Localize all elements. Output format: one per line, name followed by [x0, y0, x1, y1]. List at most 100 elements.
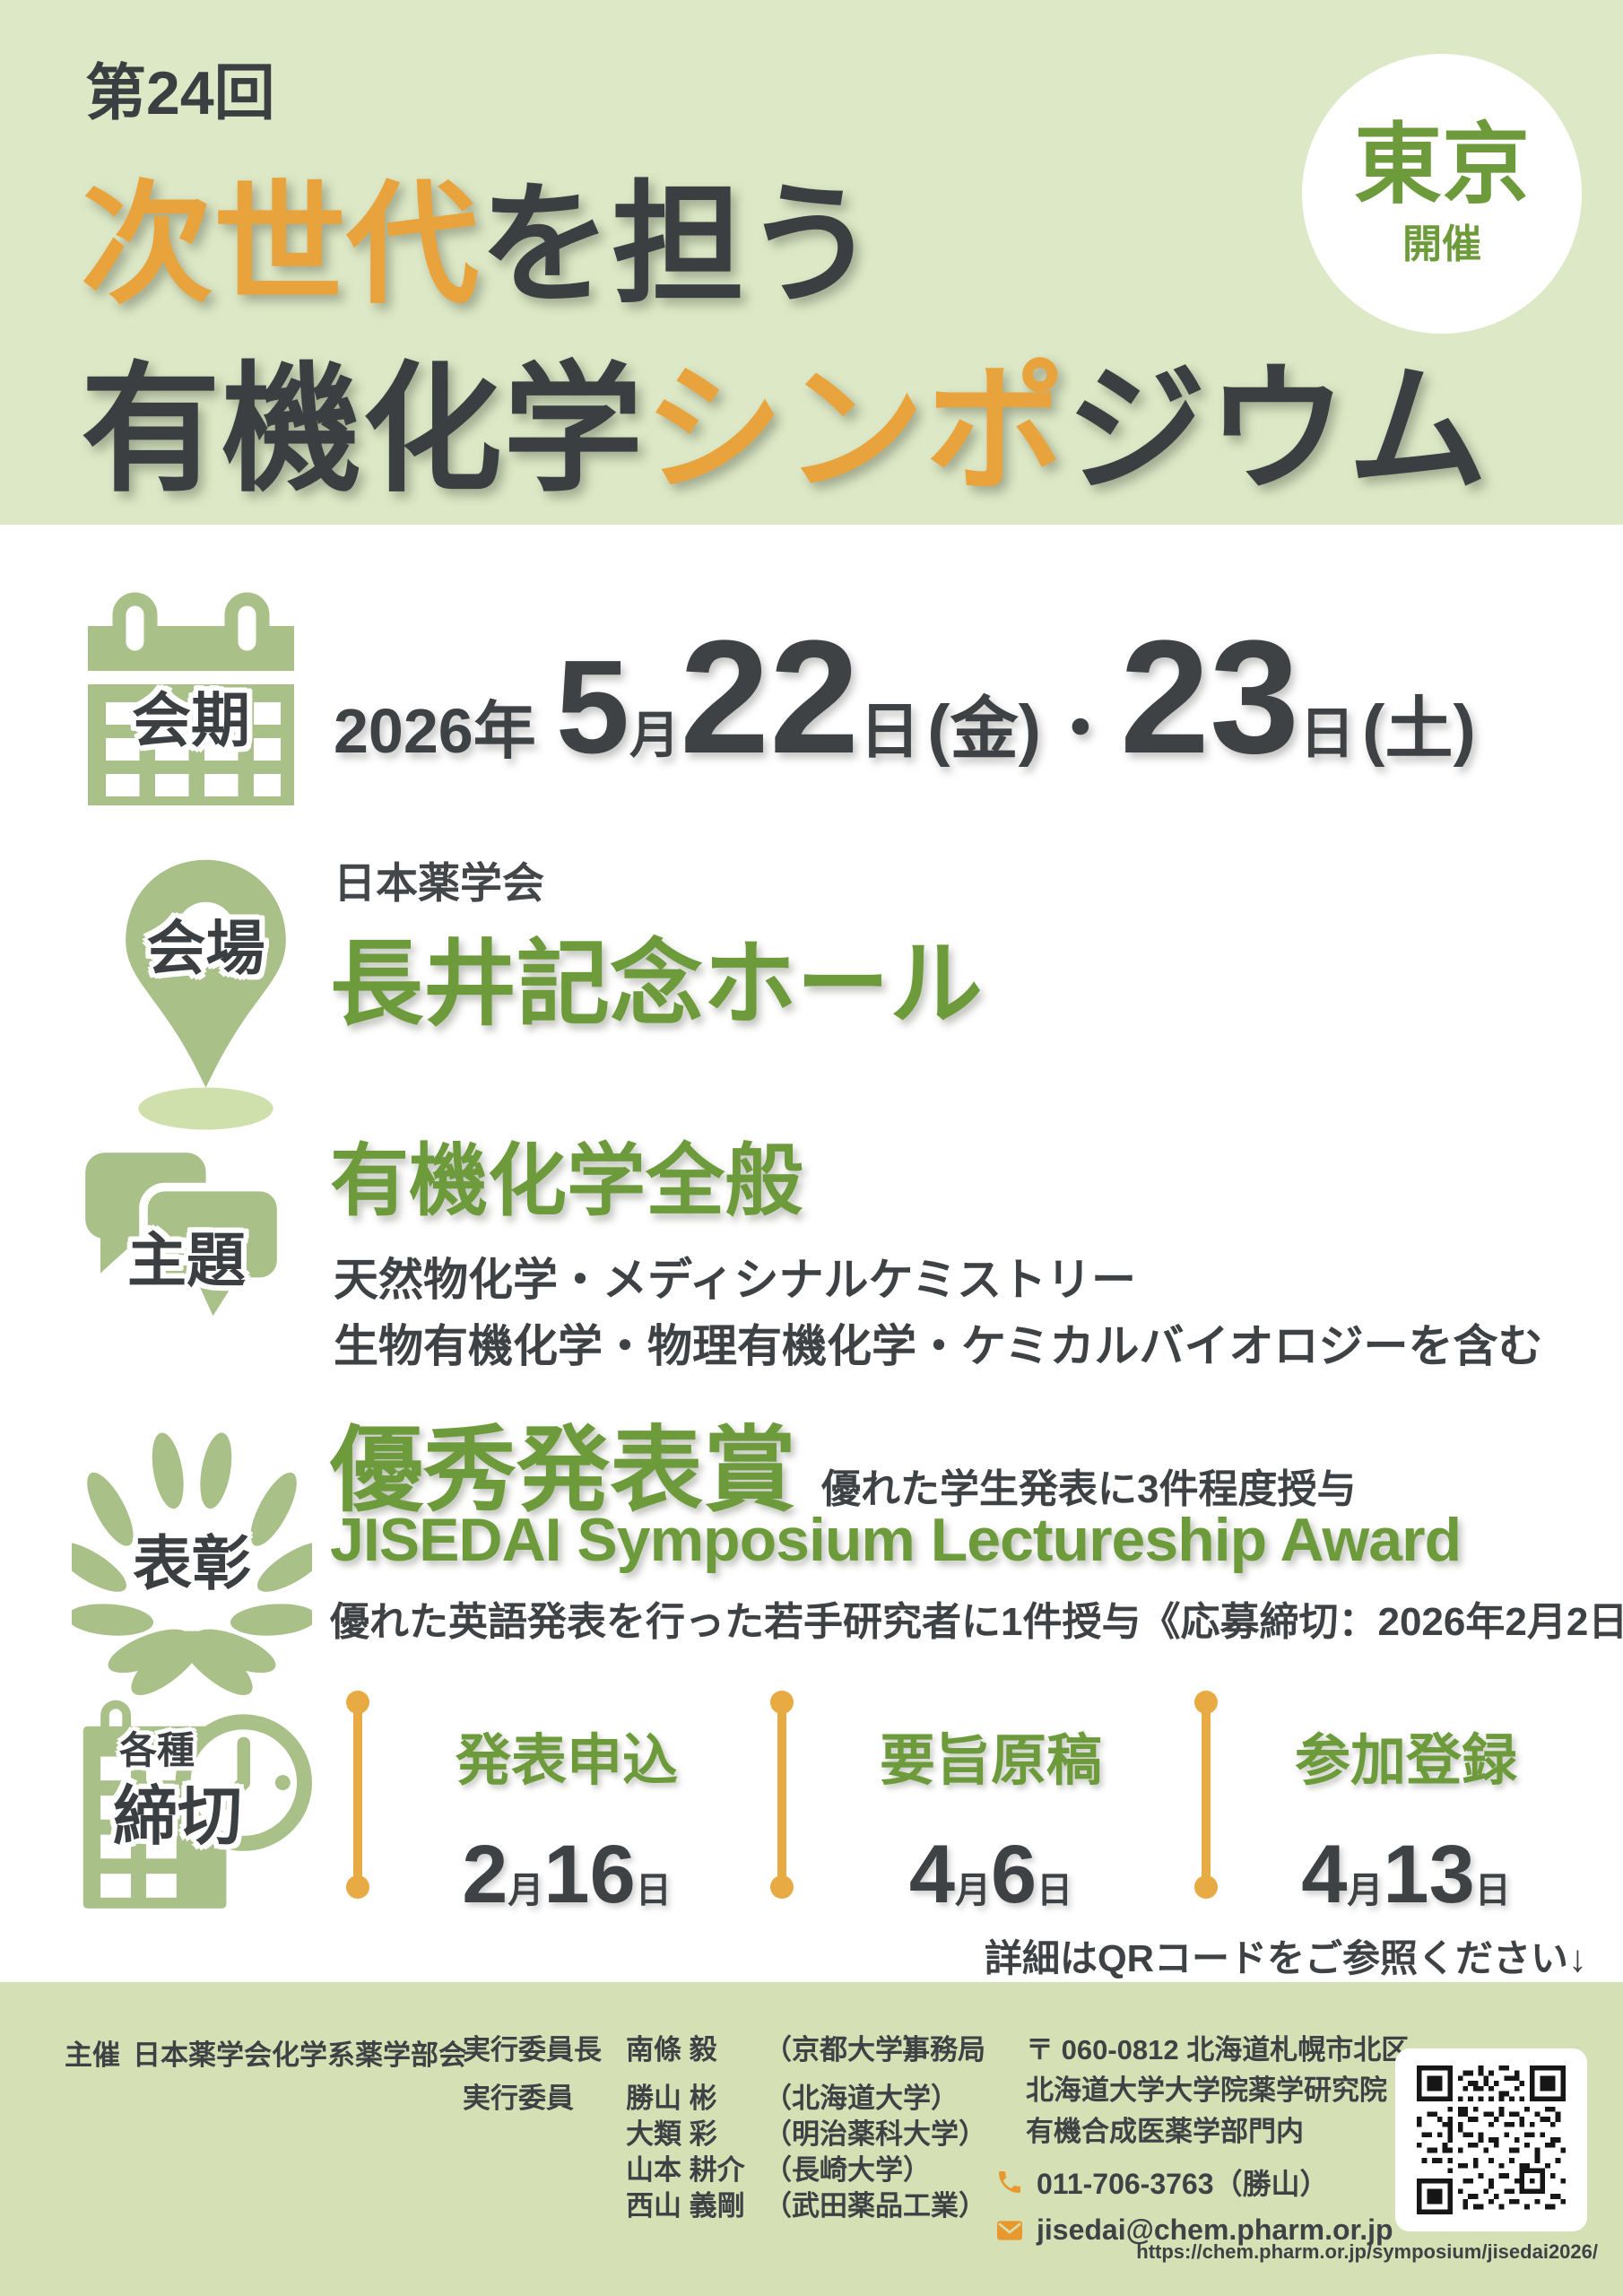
deadline-month-unit: 月	[1347, 1871, 1384, 1910]
session-dates: 2026年 5月22日 (金)・23日 (土)	[334, 583, 1476, 813]
deadline-day-unit: 日	[635, 1871, 672, 1910]
laurel-icon: 表彰	[72, 1417, 312, 1695]
session-day2-weekday: (土)	[1362, 691, 1476, 768]
session-separator: ・	[1046, 691, 1115, 768]
venue-label: 会場	[146, 915, 265, 981]
session-label: 会期	[132, 687, 250, 753]
deadline-title: 要旨原稿	[879, 1730, 1102, 1792]
office-block: 事務局 〒 060-0812 北海道札幌市北区 北海道大学大学院薬学研究院 有機…	[902, 2032, 1409, 2247]
committee-row: 大類 彩 （明治薬科大学）	[463, 2117, 986, 2152]
title-accent-2: シンポ	[644, 352, 1066, 509]
theme-label: 主題	[127, 1227, 246, 1293]
member-name: 山本 耕介	[626, 2154, 745, 2186]
phone-icon	[999, 2171, 1020, 2193]
committee-label-spacer	[463, 2117, 626, 2152]
deadline-item-presentation: 発表申込 2月16日	[356, 1715, 777, 1952]
deadline-day: 6	[991, 1829, 1037, 1920]
deadline-item-abstract: 要旨原稿 4月6日	[780, 1715, 1202, 1952]
title-line-2: 有機化学シンポジウム	[81, 316, 1488, 518]
qr-reference-note: 詳細はQRコードをご参照ください↓	[984, 1937, 1587, 1979]
qr-code-graphic	[1417, 2066, 1566, 2214]
office-label: 事務局	[902, 2034, 985, 2066]
member-name: 西山 義剛	[626, 2190, 745, 2222]
committee-row: 山本 耕介 （長崎大学）	[463, 2152, 986, 2188]
deadline-day-unit: 日	[1037, 1871, 1073, 1910]
committee-block: 実行委員長 南條 毅 （京都大学） 実行委員 勝山 彬 （北海道大学） 大類 彩…	[463, 2032, 986, 2224]
committee-label-spacer	[463, 2152, 626, 2188]
award-title-1: 優秀発表賞	[330, 1419, 797, 1523]
title-rest-1: を担う	[479, 171, 877, 319]
speech-bubbles-icon: 主題	[79, 1126, 294, 1360]
deadline-title: 発表申込	[455, 1730, 678, 1792]
office-address-2: 北海道大学大学院薬学研究院	[1026, 2074, 1387, 2106]
deadline-date: 4月6日	[780, 1821, 1202, 1952]
calendar-icon: 会期	[79, 590, 303, 814]
organizer-name: 日本薬学会化学系薬学部会	[133, 2039, 466, 2071]
session-year: 2026年	[334, 696, 536, 766]
footer: 主催 日本薬学会化学系薬学部会 実行委員長 南條 毅 （京都大学） 実行委員 勝山…	[0, 1982, 1623, 2296]
award-label: 表彰	[133, 1530, 251, 1596]
organizer-line: 主催 日本薬学会化学系薬学部会	[65, 2032, 466, 2073]
website-url: https://chem.pharm.or.jp/symposium/jised…	[1136, 2240, 1598, 2263]
timeline-divider-2	[770, 1691, 794, 1899]
session-day1-weekday: (金)	[927, 691, 1041, 768]
deadline-day: 13	[1383, 1829, 1475, 1920]
committee-label: 実行委員	[463, 2083, 574, 2114]
badge-city: 東京	[1353, 114, 1530, 213]
timeline-divider-1	[346, 1691, 369, 1899]
deadline-month: 4	[908, 1829, 955, 1920]
badge-note: 開催	[1402, 222, 1481, 267]
session-day2: 23	[1119, 607, 1300, 787]
session-day2-unit: 日	[1299, 703, 1356, 765]
chair-affiliation: （京都大学）	[764, 2034, 931, 2066]
chair-name: 南條 毅	[626, 2034, 717, 2066]
email-row: jisedai@chem.pharm.or.jp	[995, 2213, 1409, 2247]
member-affiliation: （長崎大学）	[764, 2154, 931, 2186]
deadline-date: 4月13日	[1204, 1821, 1608, 1952]
title-part-b: ジウム	[1066, 352, 1488, 509]
phone-row: 011-706-3763（勝山）	[995, 2161, 1409, 2203]
award-note-2: 優れた英語発表を行った若手研究者に1件授与《応募締切：2026年2月2日》	[330, 1600, 1623, 1644]
member-affiliation: （北海道大学）	[764, 2083, 959, 2114]
deadline-label-small: 各種	[118, 1729, 195, 1771]
session-month: 5	[555, 633, 630, 781]
theme-description: 天然物化学・メディシナルケミストリー 生物有機化学・物理有機化学・ケミカルバイオ…	[334, 1247, 1543, 1379]
committee-label-spacer	[463, 2188, 626, 2224]
committee-row: 西山 義剛 （武田薬品工業）	[463, 2188, 986, 2224]
committee-row: 実行委員 勝山 彬 （北海道大学）	[463, 2081, 986, 2117]
email-address: jisedai@chem.pharm.or.jp	[1037, 2213, 1393, 2246]
theme-line-2: 生物有機化学・物理有機化学・ケミカルバイオロジーを含む	[334, 1321, 1543, 1371]
session-day1: 22	[680, 607, 860, 787]
award-note-1: 優れた学生発表に3件程度授与	[821, 1467, 1357, 1511]
session-month-unit: 月	[629, 707, 681, 763]
deadline-label-large: 締切	[112, 1781, 242, 1853]
theme-heading: 有機化学全般	[330, 1136, 804, 1225]
award-row-1: 優秀発表賞 優れた学生発表に3件程度授与	[330, 1408, 1357, 1534]
award-title-2: JISEDAI Symposium Lectureship Award	[330, 1506, 1462, 1574]
deadline-date: 2月16日	[356, 1821, 777, 1952]
banner: 第24回 次世代を担う 有機化学シンポジウム 東京 開催	[0, 0, 1623, 525]
member-affiliation: （明治薬科大学）	[764, 2118, 986, 2150]
title-line-1: 次世代を担う	[81, 136, 877, 329]
deadline-month-unit: 月	[955, 1871, 991, 1910]
map-pin-icon: 会場	[100, 845, 311, 1143]
deadline-day: 16	[543, 1829, 636, 1920]
office-row-1: 事務局 〒 060-0812 北海道札幌市北区	[902, 2032, 1409, 2068]
deadline-day-unit: 日	[1474, 1871, 1511, 1910]
venue-organization: 日本薬学会	[334, 859, 544, 907]
deadline-title: 参加登録	[1294, 1730, 1517, 1792]
qr-code	[1395, 2048, 1587, 2231]
deadline-month-unit: 月	[508, 1871, 544, 1910]
phone-number: 011-706-3763（勝山）	[1037, 2168, 1329, 2200]
session-day1-unit: 日	[859, 698, 921, 766]
member-affiliation: （武田薬品工業）	[764, 2190, 986, 2222]
deadline-icon: 各種 締切	[76, 1692, 320, 1919]
deadline-month: 2	[462, 1829, 508, 1920]
chair-row: 実行委員長 南條 毅 （京都大学）	[463, 2032, 986, 2068]
venue-hall: 長井記念ホール	[330, 933, 984, 1037]
member-name: 勝山 彬	[626, 2083, 717, 2114]
title-accent-1: 次世代	[81, 171, 479, 319]
deadline-item-registration: 参加登録 4月13日	[1204, 1715, 1608, 1952]
office-address-3: 有機合成医薬学部門内	[1026, 2116, 1304, 2147]
